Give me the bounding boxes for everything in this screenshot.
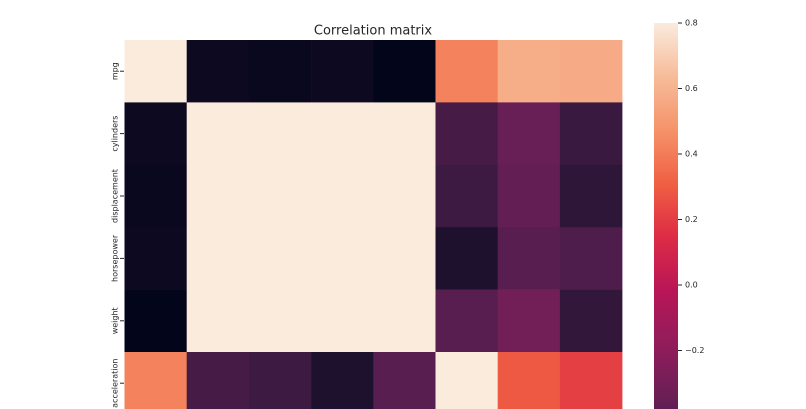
cell (497, 289, 561, 353)
cell (373, 352, 436, 409)
y-tick-label: acceleration (111, 359, 120, 408)
cell (248, 352, 312, 409)
cell (435, 352, 498, 409)
cell (373, 289, 436, 353)
cell (559, 352, 623, 409)
cell (248, 289, 312, 353)
cell (186, 164, 250, 228)
cell (311, 227, 374, 290)
cell (124, 289, 187, 353)
y-tick-label: horsepower (111, 234, 120, 282)
y-tick-label: displacement (111, 169, 120, 223)
y-tick-label: weight (111, 307, 120, 334)
cell (559, 102, 623, 166)
cell (559, 40, 623, 103)
heatmap (124, 40, 623, 409)
cell (248, 102, 312, 166)
cell (373, 227, 436, 290)
colorbar-tick-label: 0.8 (685, 19, 698, 28)
cell (435, 102, 498, 166)
cell (435, 227, 498, 290)
cell (497, 164, 561, 228)
cell (559, 289, 623, 353)
cell (497, 40, 561, 103)
cell (311, 102, 374, 166)
colorbar-tick-label: 0.6 (685, 84, 698, 93)
chart-title: Correlation matrix (314, 24, 433, 39)
cell (124, 227, 187, 290)
cell (186, 227, 250, 290)
colorbar-tick-label: 0.4 (685, 150, 698, 159)
cell (373, 164, 436, 228)
cell (497, 102, 561, 166)
cell (373, 102, 436, 166)
cell (248, 164, 312, 228)
colorbar-tick-label: 0.0 (685, 281, 698, 290)
cell (559, 227, 623, 290)
cell (311, 40, 374, 103)
cell (186, 40, 250, 103)
cell (435, 164, 498, 228)
y-tick-label: cylinders (111, 116, 120, 152)
cell (186, 352, 250, 409)
cell (311, 289, 374, 353)
cell (186, 102, 250, 166)
cell (248, 40, 312, 103)
colorbar-tick-label: −0.2 (685, 346, 704, 355)
cell (311, 164, 374, 228)
cell (186, 289, 250, 353)
cell (124, 352, 187, 409)
cell (124, 40, 187, 103)
cell (497, 352, 561, 409)
colorbar-tick-label: 0.2 (685, 215, 698, 224)
y-tick-label: mpg (111, 62, 120, 80)
cell (497, 227, 561, 290)
cell (435, 40, 498, 103)
colorbar (654, 23, 678, 409)
cell (248, 227, 312, 290)
cell (124, 102, 187, 166)
cell (373, 40, 436, 103)
cell (311, 352, 374, 409)
cell (124, 164, 187, 228)
cell (559, 164, 623, 228)
cell (435, 289, 498, 353)
